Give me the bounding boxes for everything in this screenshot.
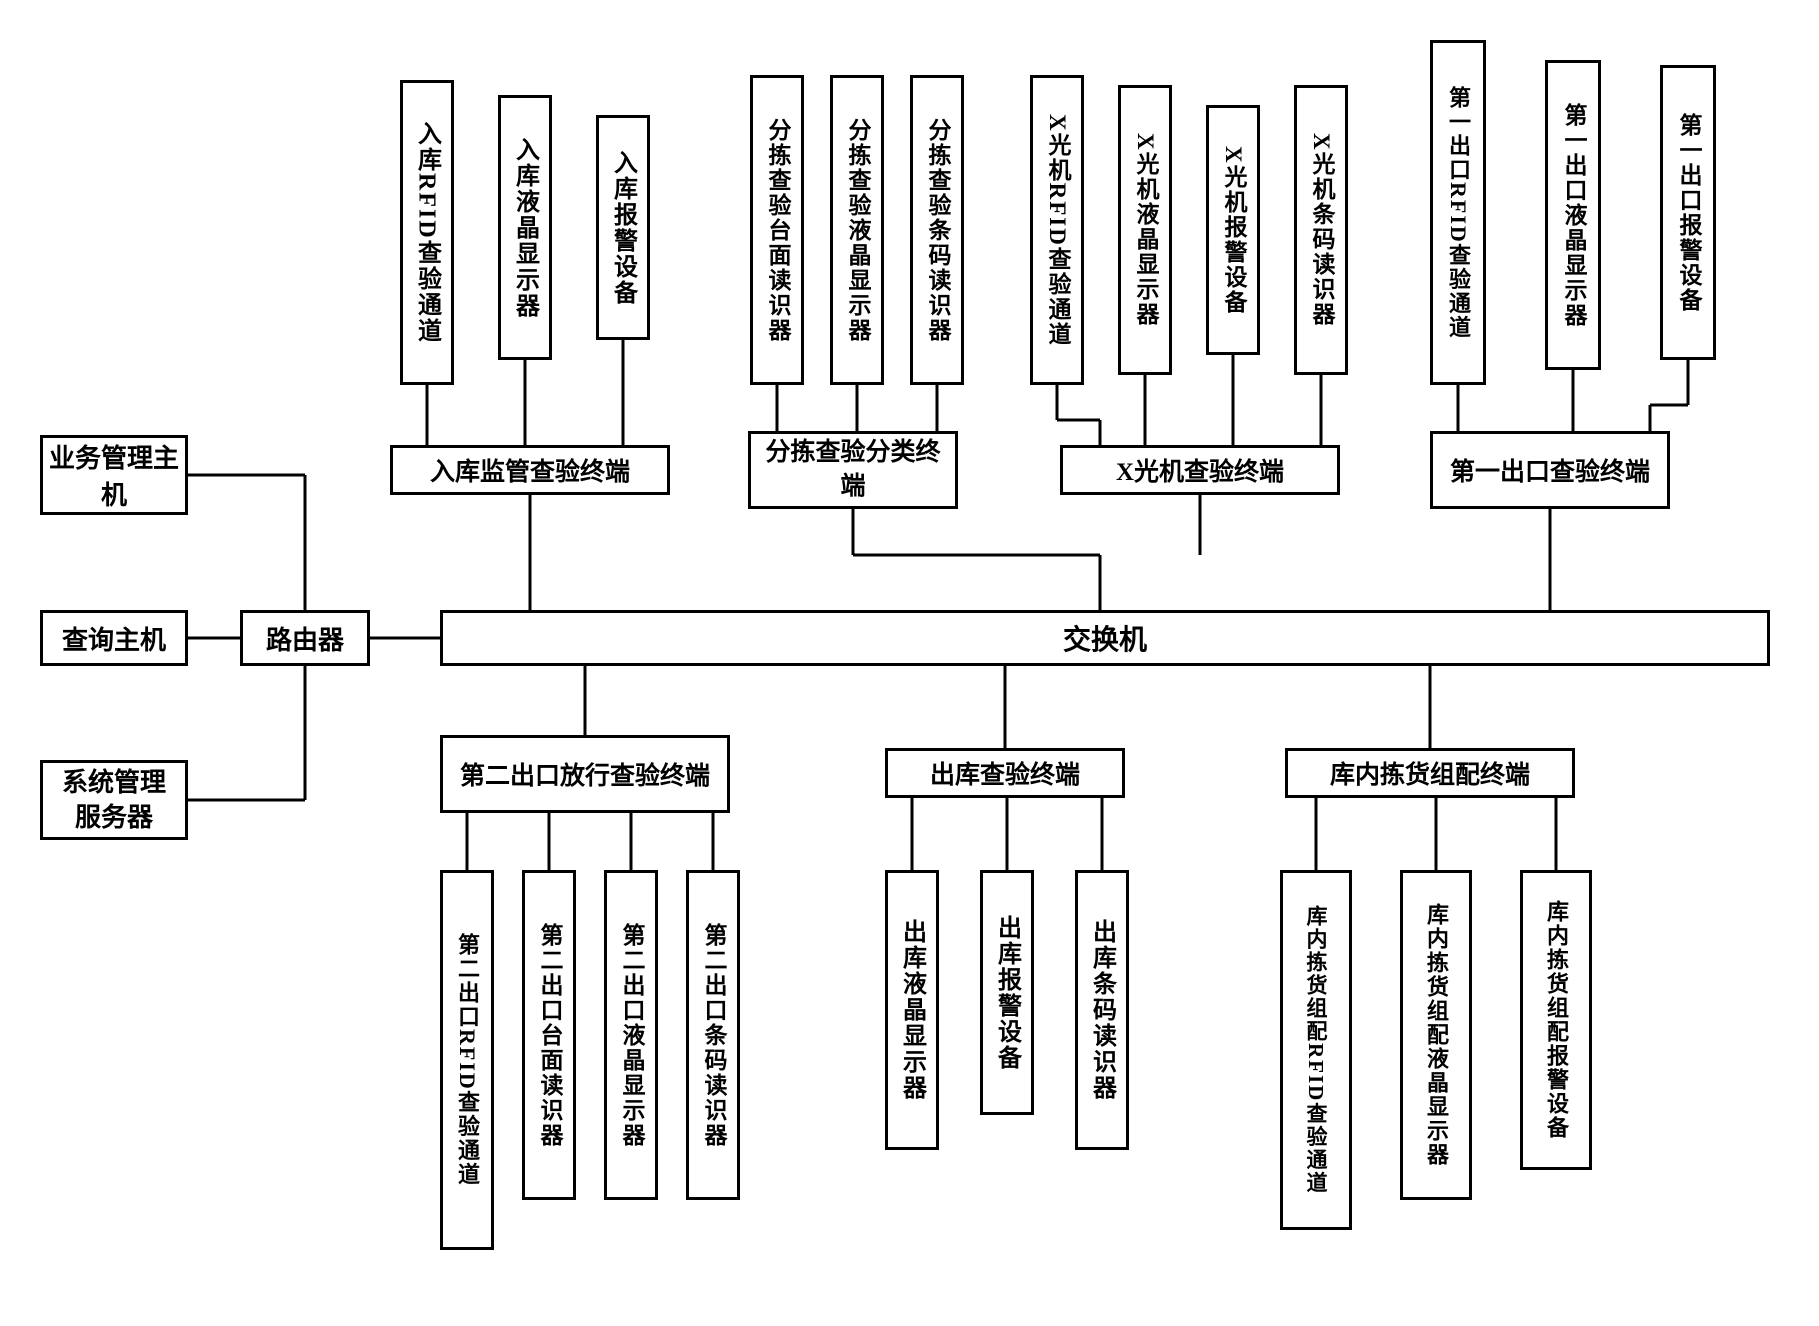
node-biz_host: 业务管理主机 — [40, 435, 188, 515]
node-in_alarm: 入库报警设备 — [596, 115, 650, 340]
node-label: 查询主机 — [62, 620, 166, 657]
node-label: 入库液晶显示器 — [508, 137, 543, 319]
node-xray_term: X光机查验终端 — [1060, 445, 1340, 495]
node-sort_term: 分拣查验分类终端 — [748, 431, 958, 509]
node-xray_rfid: X光机RFID查验通道 — [1030, 75, 1084, 385]
node-out_lcd: 出库液晶显示器 — [885, 870, 939, 1150]
node-label: 库内拣货组配RFID查验通道 — [1301, 905, 1331, 1194]
node-label: 分拣查验分类终端 — [751, 432, 955, 508]
node-label: 第二出口条码读识器 — [696, 923, 730, 1148]
node-label: 第二出口RFID查验通道 — [451, 933, 483, 1187]
node-sort_desk: 分拣查验台面读识器 — [750, 75, 804, 385]
node-label: X光机查验终端 — [1116, 452, 1284, 488]
node-label: 第一出口报警设备 — [1671, 113, 1705, 313]
node-in_rfid: 入库RFID查验通道 — [400, 80, 454, 385]
node-exit2_lcd: 第二出口液晶显示器 — [604, 870, 658, 1200]
node-label: 库内拣货组配报警设备 — [1540, 900, 1572, 1140]
node-sys_server: 系统管理服务器 — [40, 760, 188, 840]
node-switch: 交换机 — [440, 610, 1770, 666]
node-label: X光机液晶显示器 — [1128, 133, 1162, 327]
node-sort_lcd: 分拣查验液晶显示器 — [830, 75, 884, 385]
node-label: 分拣查验条码读识器 — [920, 118, 954, 343]
node-label: 系统管理服务器 — [43, 761, 185, 839]
node-label: 入库RFID查验通道 — [410, 121, 445, 344]
node-label: 库内拣货组配终端 — [1330, 755, 1530, 791]
node-exit2_rfid: 第二出口RFID查验通道 — [440, 870, 494, 1250]
node-label: 业务管理主机 — [43, 438, 185, 512]
node-outbound_term: 出库查验终端 — [885, 748, 1125, 798]
node-label: 第一出口查验终端 — [1450, 452, 1650, 488]
node-label: 出库液晶显示器 — [895, 919, 930, 1101]
node-label: X光机RFID查验通道 — [1040, 114, 1074, 347]
node-query_host: 查询主机 — [40, 610, 188, 666]
node-pick_term: 库内拣货组配终端 — [1285, 748, 1575, 798]
node-label: 出库报警设备 — [990, 915, 1025, 1071]
node-exit1_lcd: 第一出口液晶显示器 — [1545, 60, 1601, 370]
node-label: 出库查验终端 — [930, 755, 1080, 791]
node-exit1_rfid: 第一出口RFID查验通道 — [1430, 40, 1486, 385]
node-xray_alarm: X光机报警设备 — [1206, 105, 1260, 355]
node-exit2_barcode: 第二出口条码读识器 — [686, 870, 740, 1200]
node-label: 路由器 — [266, 620, 344, 657]
node-exit1_term: 第一出口查验终端 — [1430, 431, 1670, 509]
node-pick_alarm: 库内拣货组配报警设备 — [1520, 870, 1592, 1170]
node-label: 库内拣货组配液晶显示器 — [1420, 903, 1452, 1167]
node-label: 第二出口台面读识器 — [532, 923, 566, 1148]
node-label: X光机条码读识器 — [1304, 133, 1338, 327]
node-inbound_term: 入库监管查验终端 — [390, 445, 670, 495]
node-exit2_term: 第二出口放行查验终端 — [440, 735, 730, 813]
node-label: 交换机 — [1063, 618, 1147, 658]
node-label: 第一出口液晶显示器 — [1556, 103, 1590, 328]
node-label: 第二出口放行查验终端 — [460, 756, 710, 792]
node-out_alarm: 出库报警设备 — [980, 870, 1034, 1115]
node-exit1_alarm: 第一出口报警设备 — [1660, 65, 1716, 360]
node-label: 入库监管查验终端 — [430, 452, 630, 488]
node-pick_rfid: 库内拣货组配RFID查验通道 — [1280, 870, 1352, 1230]
node-label: X光机报警设备 — [1216, 146, 1250, 315]
node-exit2_desk: 第二出口台面读识器 — [522, 870, 576, 1200]
node-label: 第一出口RFID查验通道 — [1442, 86, 1474, 340]
node-label: 出库条码读识器 — [1085, 919, 1120, 1101]
node-in_lcd: 入库液晶显示器 — [498, 95, 552, 360]
node-out_barcode: 出库条码读识器 — [1075, 870, 1129, 1150]
node-router: 路由器 — [240, 610, 370, 666]
node-xray_barcode: X光机条码读识器 — [1294, 85, 1348, 375]
node-xray_lcd: X光机液晶显示器 — [1118, 85, 1172, 375]
node-label: 分拣查验台面读识器 — [760, 118, 794, 343]
node-label: 第二出口液晶显示器 — [614, 923, 648, 1148]
node-label: 入库报警设备 — [606, 150, 641, 306]
node-sort_barcode: 分拣查验条码读识器 — [910, 75, 964, 385]
node-label: 分拣查验液晶显示器 — [840, 118, 874, 343]
node-pick_lcd: 库内拣货组配液晶显示器 — [1400, 870, 1472, 1200]
